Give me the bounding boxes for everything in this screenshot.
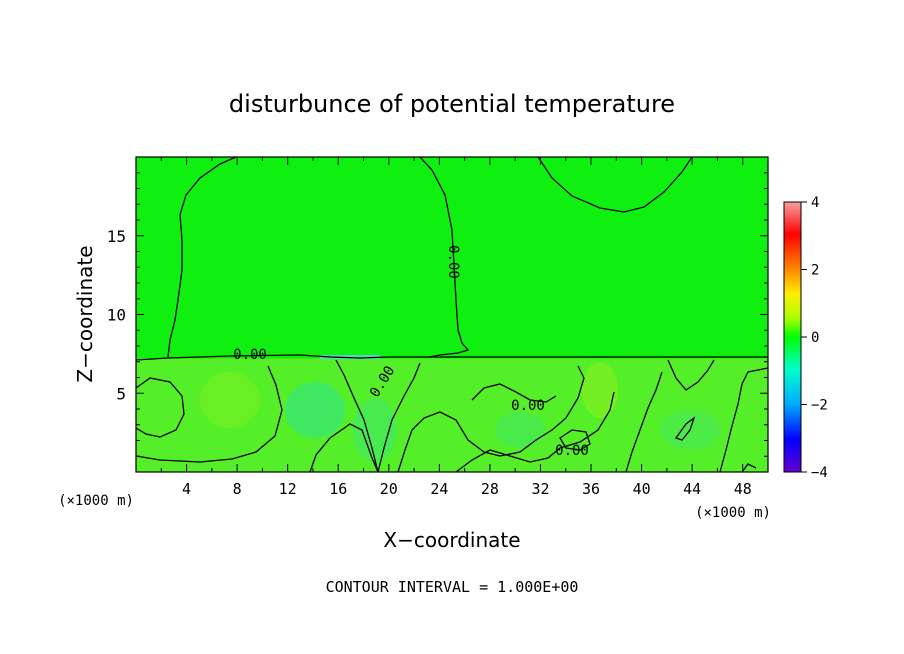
x-tick-label: 12	[279, 480, 297, 498]
x-axis-label: X−coordinate	[383, 528, 520, 552]
colorbar-tick-label: 0	[811, 330, 819, 346]
x-tick-label: 28	[481, 480, 499, 498]
contour-right-triangle	[667, 359, 715, 391]
colorbar-ticks: 4 2 0 −2 −4	[801, 195, 828, 481]
y-axis-label: Z−coordinate	[73, 245, 97, 382]
cool-strip	[320, 355, 380, 359]
contour-plume-center	[335, 359, 421, 472]
contour-mid-lower	[397, 365, 585, 472]
x-tick-label: 20	[380, 480, 398, 498]
contour-upper-mid	[419, 157, 470, 358]
heatmap-field	[136, 157, 768, 472]
contour-center-right	[455, 391, 615, 472]
contour-label: 0.00	[511, 398, 545, 414]
y-tick-label: 10	[107, 306, 126, 325]
contour-right-loop	[674, 416, 696, 441]
contour-label: 0.00	[233, 347, 267, 363]
x-tick-label: 4	[182, 480, 191, 498]
x-tick-label: 8	[233, 480, 242, 498]
x-tick-label: 32	[531, 480, 549, 498]
cool-patch	[353, 398, 397, 462]
y-tick-marks	[136, 172, 768, 457]
x-tick-label: 36	[582, 480, 600, 498]
contour-label: 0.00	[445, 245, 461, 279]
x-tick-label: 24	[430, 480, 448, 498]
contour-upper-right	[537, 157, 693, 213]
y-tick-label: 15	[107, 227, 126, 246]
contour-plume-left	[309, 423, 379, 472]
colorbar-tick-label: −2	[811, 398, 828, 414]
chart-title: disturbunce of potential temperature	[229, 90, 675, 118]
x-tick-label: 40	[633, 480, 651, 498]
contour-right-small	[741, 463, 757, 472]
colorbar	[783, 201, 802, 473]
contour-interval-note: CONTOUR INTERVAL = 1.000E+00	[326, 578, 579, 596]
y-tick-labels: 5 10 15	[107, 227, 126, 404]
contour-upper-left	[167, 157, 237, 358]
x-tick-label: 44	[683, 480, 701, 498]
x-unit-label: (×1000 m)	[695, 505, 771, 521]
zero-contours	[136, 157, 768, 472]
contour-center-loop	[559, 429, 591, 451]
contour-layer-top	[136, 354, 768, 361]
contour-label: 0.00	[555, 443, 589, 459]
colorbar-tick-label: 4	[811, 195, 819, 211]
warm-patch	[200, 372, 260, 428]
contour-left-blob	[136, 377, 185, 438]
x-tick-labels: 4 8 12 16 20 24 28 32 36 40 44 48	[182, 480, 752, 498]
x-tick-label: 48	[734, 480, 752, 498]
x-tick-label: 16	[329, 480, 347, 498]
contour-right-edge	[719, 367, 768, 472]
cool-patch	[495, 412, 545, 448]
contour-center-small	[471, 383, 557, 403]
contour-right-lower	[625, 371, 663, 472]
y-unit-label: (×1000 m)	[58, 493, 134, 509]
colorbar-tick-label: 2	[811, 263, 819, 279]
cool-patch	[285, 382, 345, 438]
contour-left-lower	[136, 365, 283, 463]
x-tick-marks	[160, 157, 744, 472]
y-tick-label: 5	[116, 384, 126, 403]
warm-patch	[582, 362, 618, 418]
colorbar-tick-label: −4	[811, 465, 828, 481]
